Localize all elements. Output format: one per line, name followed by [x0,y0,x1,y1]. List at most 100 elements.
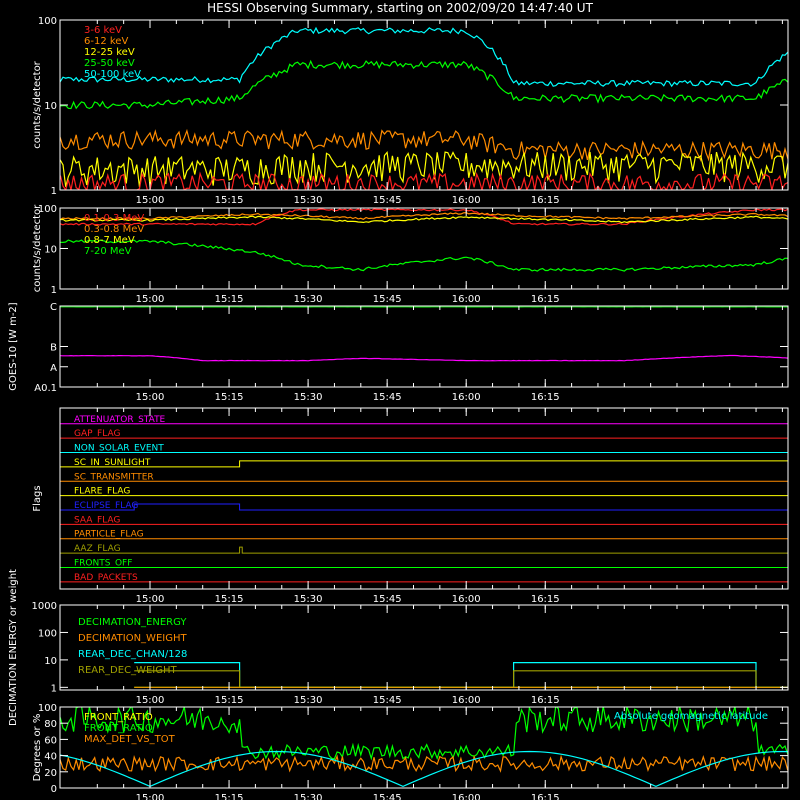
x-tick-label: 16:15 [531,195,560,206]
y-tick-label: 100 [38,204,57,215]
y-tick-label: A0.1 [34,383,57,394]
legend-entry: FRONT_RATIO [84,723,153,734]
legend-entry: 0.1-0.3 MeV [84,213,144,224]
legend-entry: REAR_DEC_WEIGHT [78,665,177,676]
x-tick-label: 15:45 [373,594,402,605]
panel-4 [59,407,789,590]
panel-3 [59,305,789,388]
series-line [60,208,788,226]
y-tick-label: 20 [44,768,57,779]
legend-entry: 12-25 keV [84,47,135,58]
flag-label: SAA_FLAG [74,515,120,525]
y-tick-label: 1 [51,683,57,694]
flag-label: ECLIPSE_FLAG [74,501,138,511]
x-tick-label: 16:00 [452,392,481,403]
series-line [60,754,788,773]
x-tick-label: 16:15 [531,594,560,605]
panel-1 [59,19,789,191]
series-line [134,686,788,688]
series-line [60,215,788,224]
annotation: Absolute geomagnetic latitude [614,711,768,722]
flag-label: SC_TRANSMITTER [74,472,154,482]
x-tick-label: 16:00 [452,294,481,305]
series-line [134,662,788,688]
y-tick-label: 100 [38,703,57,714]
x-tick-label: 16:15 [531,793,560,800]
y-tick-label: 40 [44,752,57,763]
legend-entry: 6-12 keV [84,36,128,47]
x-tick-label: 15:30 [294,594,323,605]
x-tick-label: 16:15 [531,294,560,305]
series-line [134,686,788,688]
series-line [60,211,788,221]
x-tick-label: 15:45 [373,392,402,403]
y-axis-label: Flags [32,485,43,511]
legend-entry: 7-20 MeV [84,246,132,257]
series-line [60,750,788,788]
panel-frame [59,604,789,691]
y-axis-label: DECIMATION ENERGY or weight [8,569,19,726]
x-tick-label: 16:00 [452,793,481,800]
legend-entry: MAX_DET_VS_TOT [84,734,176,745]
y-tick-label: A [50,363,57,374]
flag-label: GAP_FLAG [74,429,120,439]
flag-label: FRONTS_OFF [74,558,132,568]
legend-entry: 0.3-0.8 MeV [84,224,144,235]
series-line [60,128,788,163]
legend-entry: FRONT_RATIO [84,712,153,723]
x-tick-label: 16:15 [531,392,560,403]
x-tick-label: 15:00 [136,695,165,706]
flag-label: ATTENUATOR_STATE [74,415,166,425]
flag-line-6 [60,503,788,511]
panel-frame [59,305,789,388]
x-tick-label: 15:00 [136,594,165,605]
legend-entry: 3-6 keV [84,25,122,36]
x-tick-label: 15:30 [294,392,323,403]
y-tick-label: 100 [38,628,57,639]
y-tick-label: 80 [44,719,57,730]
x-tick-label: 15:00 [136,392,165,403]
y-tick-label: 1 [51,285,57,296]
flag-label: PARTICLE_FLAG [74,530,144,540]
x-tick-label: 15:45 [373,695,402,706]
x-tick-label: 15:15 [215,195,244,206]
flag-label: FLARE_FLAG [74,487,130,497]
y-axis-label: GOES-10 [W m-2] [8,302,19,390]
y-axis-label: Degrees or % [32,714,43,782]
x-tick-label: 16:00 [452,594,481,605]
x-tick-label: 15:45 [373,793,402,800]
x-tick-label: 15:15 [215,695,244,706]
panel-6 [59,706,789,789]
y-tick-label: 100 [38,16,57,27]
legend-entry: 0.8-7 MeV [84,235,135,246]
x-tick-label: 15:00 [136,195,165,206]
x-tick-label: 16:15 [531,695,560,706]
x-tick-label: 15:15 [215,392,244,403]
y-tick-label: B [50,343,57,354]
flag-line-3 [60,460,788,468]
panel-frame [59,706,789,789]
y-tick-label: 60 [44,735,57,746]
panel-2 [59,207,789,290]
y-tick-label: 10 [44,101,57,112]
flag-label: AAZ_FLAG [74,544,121,554]
flag-line-9 [60,546,788,554]
panel-frame [59,407,789,590]
series-line [60,150,788,188]
legend-entry: 50-100 keV [84,69,141,80]
flag-label: NON_SOLAR_EVENT [74,444,164,454]
panel-5 [59,604,789,691]
series-line [60,59,788,110]
series-line [60,354,788,362]
x-tick-label: 15:15 [215,594,244,605]
x-tick-label: 15:30 [294,695,323,706]
y-axis-label: counts/s/detector [32,204,43,292]
y-tick-label: 10 [44,656,57,667]
series-line [60,171,788,190]
y-tick-label: 0 [51,784,57,795]
x-tick-label: 16:00 [452,695,481,706]
x-tick-label: 15:15 [215,294,244,305]
flag-label: SC_IN_SUNLIGHT [74,458,151,468]
x-tick-label: 15:15 [215,793,244,800]
